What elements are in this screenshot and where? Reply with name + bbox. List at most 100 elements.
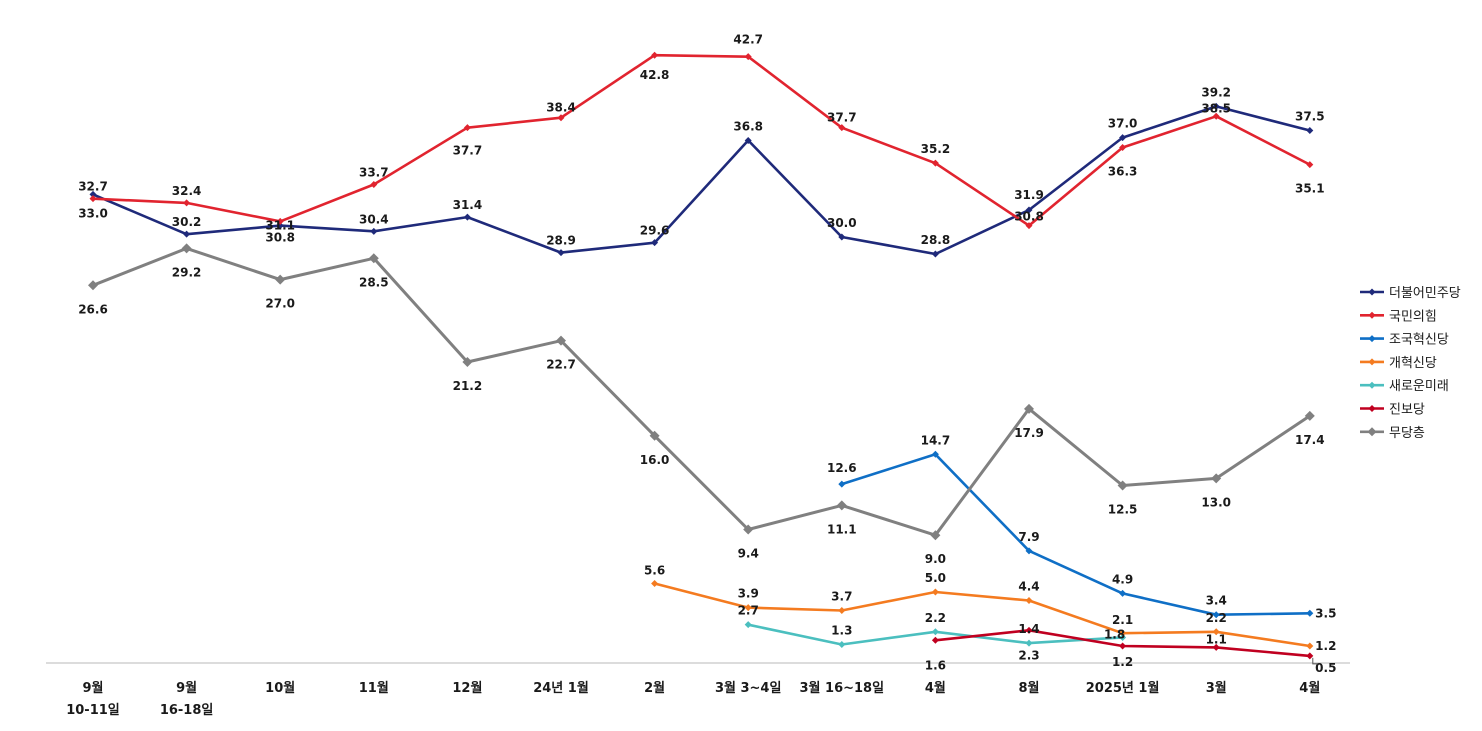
data-point bbox=[838, 480, 846, 488]
data-point bbox=[1119, 134, 1127, 142]
data-point bbox=[1212, 628, 1220, 636]
data-point bbox=[1025, 597, 1033, 605]
legend-swatch-marker bbox=[1368, 381, 1376, 389]
data-point bbox=[1024, 403, 1034, 414]
data-point bbox=[1025, 206, 1033, 214]
data-point bbox=[1025, 626, 1033, 634]
data-label: 37.0 bbox=[1108, 117, 1138, 131]
data-point bbox=[1212, 643, 1220, 651]
data-point bbox=[651, 239, 659, 247]
data-point bbox=[370, 227, 378, 235]
legend-swatch-marker bbox=[1367, 427, 1377, 437]
data-label: 37.7 bbox=[453, 144, 483, 158]
data-point bbox=[1306, 652, 1314, 660]
data-label: 33.7 bbox=[359, 166, 389, 180]
series-layer bbox=[88, 51, 1315, 660]
data-label: 2.3 bbox=[1018, 648, 1039, 662]
data-point bbox=[462, 356, 473, 367]
data-label: 7.9 bbox=[1018, 530, 1039, 544]
data-point bbox=[838, 124, 846, 132]
data-label: 28.5 bbox=[359, 275, 389, 289]
data-point bbox=[1211, 473, 1222, 484]
data-label: 12.6 bbox=[827, 461, 857, 475]
x-tick-label: 4월 bbox=[1299, 680, 1320, 696]
legend-label: 진보당 bbox=[1389, 403, 1425, 418]
data-point bbox=[931, 636, 939, 644]
data-label: 28.8 bbox=[921, 233, 951, 247]
data-point bbox=[1119, 589, 1127, 597]
data-point bbox=[556, 335, 566, 346]
data-label: 22.7 bbox=[546, 358, 576, 372]
data-label: 5.0 bbox=[925, 571, 946, 585]
data-label: 27.0 bbox=[265, 297, 295, 311]
series-line-2 bbox=[92, 53, 1311, 227]
x-tick-label: 3월 bbox=[1206, 680, 1227, 696]
data-point bbox=[931, 588, 939, 596]
x-tick-label: 9월 bbox=[176, 680, 197, 696]
series-4 bbox=[651, 579, 1314, 650]
data-point bbox=[276, 217, 284, 225]
x-tick-label: 4월 bbox=[925, 680, 946, 696]
data-label: 39.2 bbox=[1201, 85, 1231, 99]
data-point bbox=[744, 604, 752, 612]
data-label: 37.5 bbox=[1295, 110, 1325, 124]
data-point bbox=[743, 524, 754, 535]
series-6 bbox=[931, 626, 1314, 660]
data-point bbox=[463, 213, 471, 221]
data-label: 32.7 bbox=[78, 180, 108, 194]
data-point bbox=[463, 124, 471, 132]
data-label: 33.0 bbox=[78, 206, 108, 220]
x-tick-label: 12월 bbox=[452, 680, 482, 696]
data-label: 1.8 bbox=[1104, 627, 1125, 641]
data-point bbox=[838, 641, 846, 649]
data-point bbox=[1119, 144, 1127, 152]
data-label: 30.4 bbox=[359, 212, 389, 226]
data-point bbox=[1119, 642, 1127, 650]
series-line-3 bbox=[841, 452, 1310, 617]
data-point bbox=[1119, 629, 1127, 637]
data-label: 2.2 bbox=[925, 611, 946, 625]
data-point bbox=[557, 249, 565, 257]
data-label: 36.3 bbox=[1108, 165, 1138, 179]
data-label: 5.6 bbox=[644, 564, 665, 578]
data-label: 9.4 bbox=[738, 547, 759, 561]
data-point bbox=[89, 190, 97, 198]
data-point bbox=[1025, 547, 1033, 555]
x-tick-label: 16-18일 bbox=[160, 703, 214, 718]
data-label: 21.2 bbox=[453, 379, 483, 393]
data-point bbox=[1212, 611, 1220, 619]
data-label: 36.8 bbox=[733, 119, 763, 133]
data-point bbox=[836, 500, 847, 511]
legend-label: 새로운미래 bbox=[1389, 379, 1449, 394]
legend-label: 무당층 bbox=[1389, 426, 1425, 441]
data-label: 1.6 bbox=[925, 658, 946, 672]
series-line-7 bbox=[92, 246, 1311, 537]
legend-item-5: 새로운미래 bbox=[1360, 379, 1449, 394]
data-point bbox=[1306, 127, 1314, 134]
data-point bbox=[931, 250, 939, 258]
data-point bbox=[930, 530, 941, 541]
data-point bbox=[744, 136, 752, 144]
data-label: 30.2 bbox=[172, 215, 202, 229]
data-point bbox=[1119, 633, 1127, 641]
data-label: 2.1 bbox=[1112, 613, 1133, 627]
data-point bbox=[651, 579, 659, 587]
x-tick-label: 2025년 1월 bbox=[1086, 680, 1160, 696]
data-label: 0.5 bbox=[1315, 661, 1336, 675]
data-point bbox=[183, 199, 191, 207]
data-label: 37.7 bbox=[827, 111, 857, 125]
data-label: 35.2 bbox=[921, 142, 951, 156]
data-point bbox=[276, 222, 284, 230]
data-label: 29.6 bbox=[640, 224, 670, 238]
series-line-1 bbox=[92, 105, 1311, 256]
x-tick-label: 8월 bbox=[1018, 680, 1039, 696]
series-3 bbox=[838, 450, 1314, 619]
x-tick-label: 10-11일 bbox=[66, 703, 120, 718]
value-label-layer: 33.0 30.2 30.8 30.4 31.4 28.9 29.6 36.8 30.0 28.8… bbox=[78, 33, 1336, 675]
legend-item-4: 개혁신당 bbox=[1360, 356, 1437, 371]
data-label: 28.9 bbox=[546, 234, 576, 248]
series-2 bbox=[89, 51, 1314, 230]
data-label: 35.1 bbox=[1295, 182, 1325, 196]
data-point bbox=[649, 430, 660, 441]
